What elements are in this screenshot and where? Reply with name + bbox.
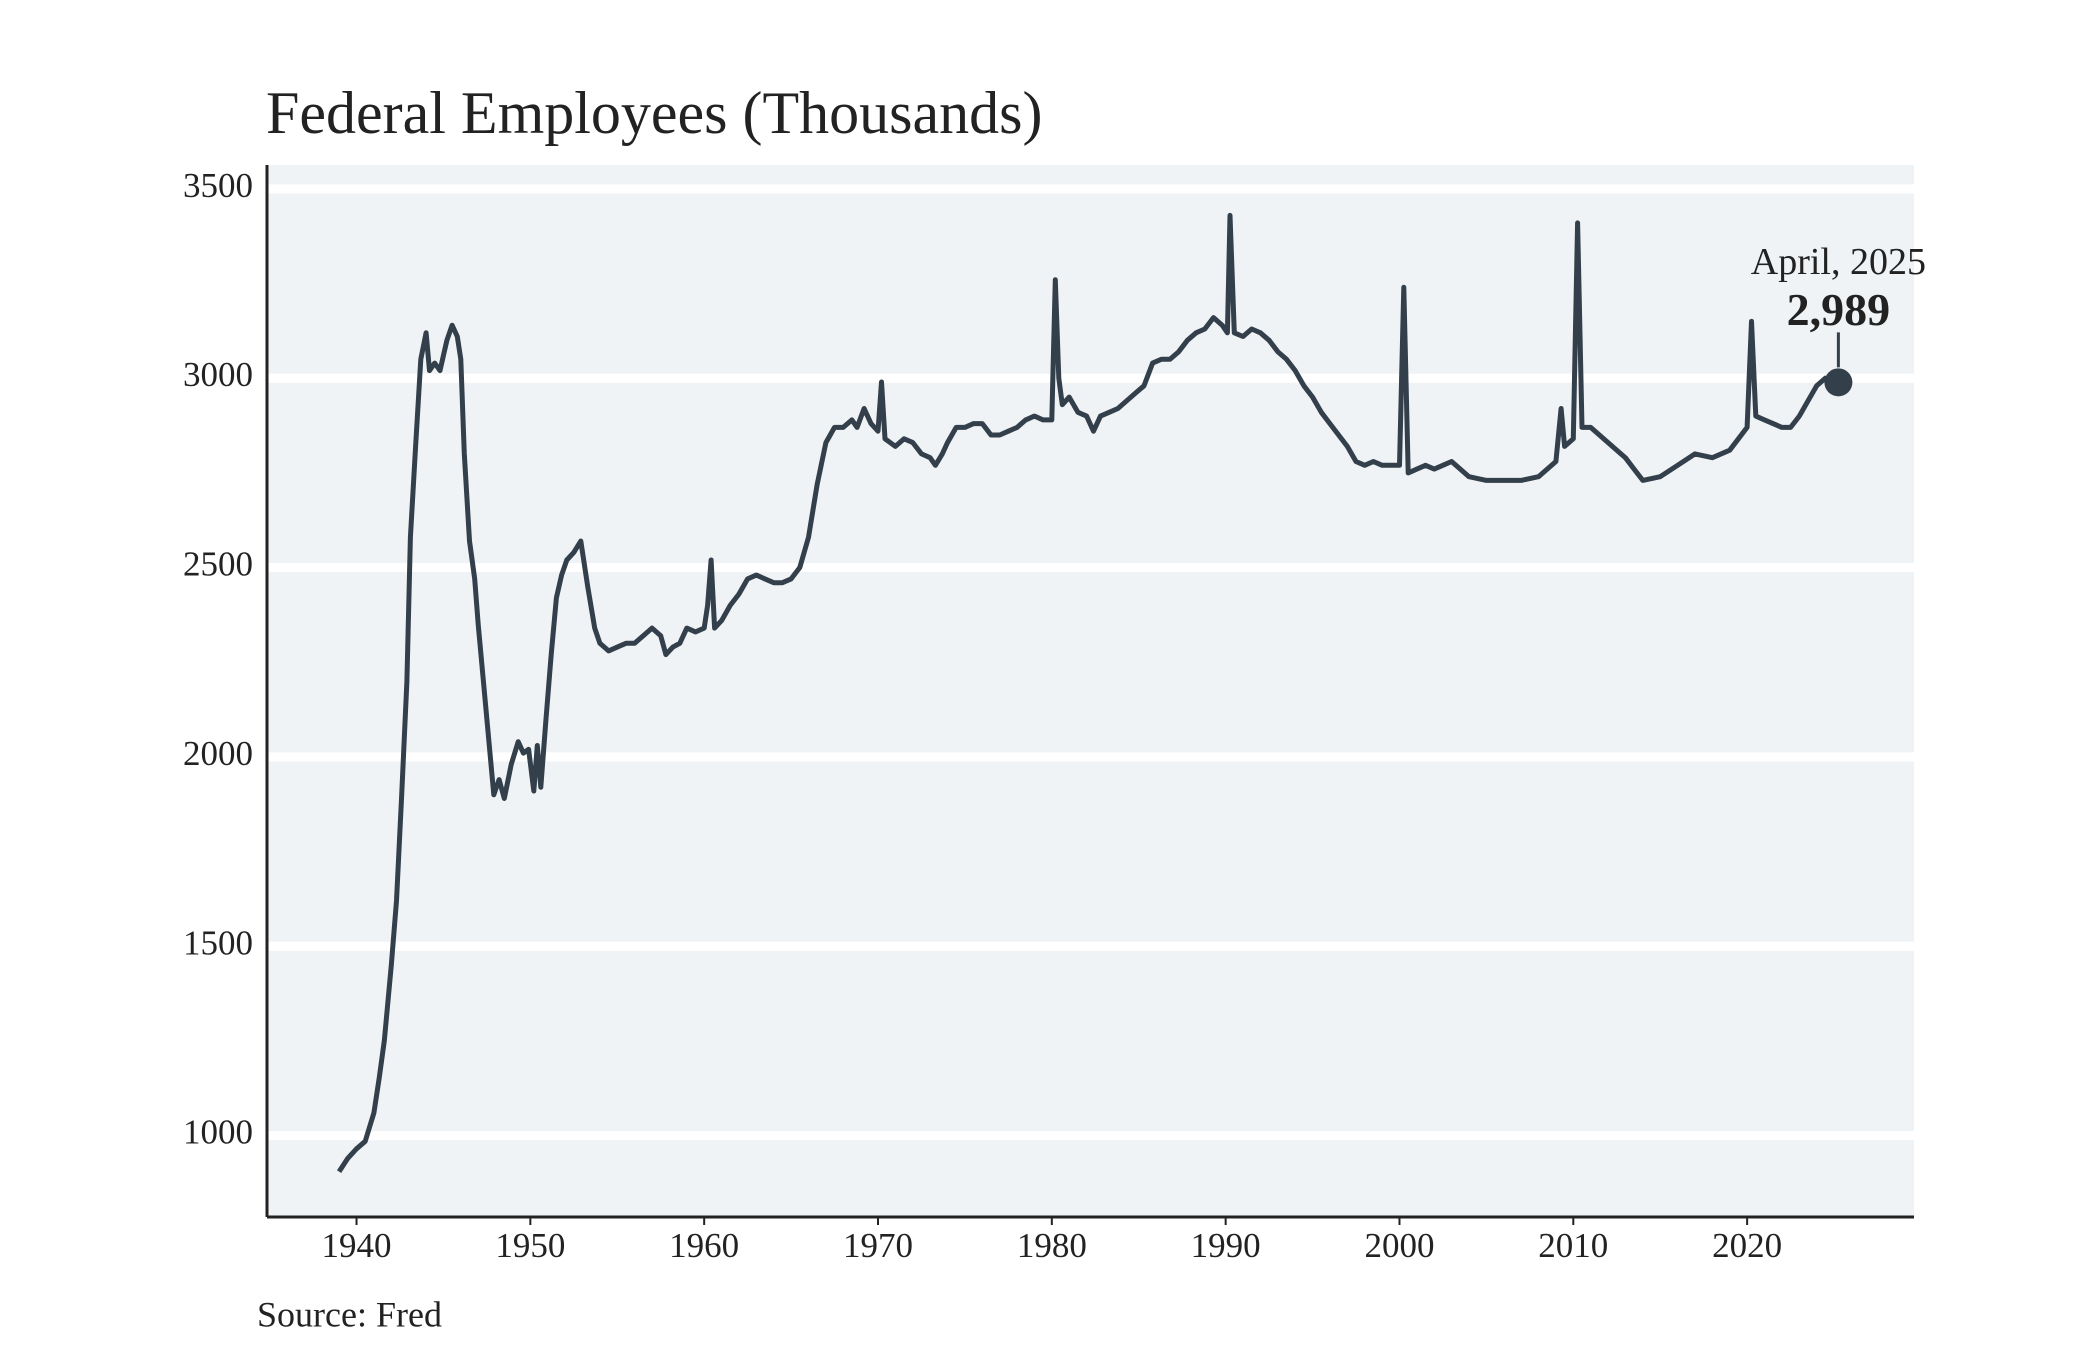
chart-title: Federal Employees (Thousands) [266, 80, 1042, 146]
x-tick-label: 1940 [322, 1226, 392, 1265]
x-tick-label: 2010 [1538, 1226, 1608, 1265]
y-tick-label: 1500 [183, 923, 253, 962]
source-note: Source: Fred [257, 1294, 442, 1334]
annotation-dot [1824, 368, 1853, 397]
x-tick-label: 2020 [1712, 1226, 1782, 1265]
y-tick-label: 2500 [183, 545, 253, 584]
annotation-value: 2,989 [1787, 284, 1891, 335]
x-tick-label: 1950 [495, 1226, 565, 1265]
x-tick-label: 1990 [1191, 1226, 1261, 1265]
plot-background [267, 165, 1914, 1217]
x-tick-label: 1960 [669, 1226, 739, 1265]
x-tick-label: 1970 [843, 1226, 913, 1265]
y-tick-label: 2000 [183, 734, 253, 773]
annotation-label: April, 2025 [1751, 241, 1926, 283]
y-tick-label: 3000 [183, 355, 253, 394]
y-tick-label: 3500 [183, 166, 253, 205]
data-line [337, 212, 1840, 1173]
x-tick-label: 2000 [1364, 1226, 1434, 1265]
x-tick-label: 1980 [1017, 1226, 1087, 1265]
y-tick-label: 1000 [183, 1113, 253, 1152]
